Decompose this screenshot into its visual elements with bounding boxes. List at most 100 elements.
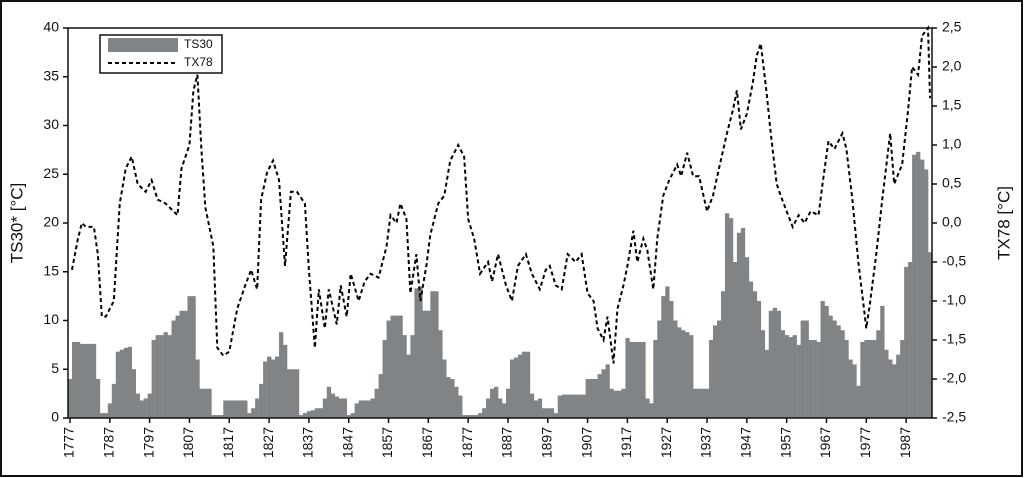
x-tick-label: 1967 [817, 427, 833, 458]
bar [728, 218, 734, 418]
bar [904, 266, 909, 418]
bar [155, 335, 160, 418]
bar [561, 394, 566, 418]
bar [852, 364, 857, 418]
bar [334, 396, 340, 418]
bar [91, 343, 97, 418]
y-tick-label: 0 [51, 409, 59, 425]
bar [83, 343, 89, 418]
bar [513, 357, 519, 418]
bar [418, 286, 423, 418]
bar [95, 379, 101, 418]
y-tick-label: 10 [43, 311, 59, 327]
bar [545, 408, 551, 418]
bar [314, 408, 320, 418]
bar [804, 320, 809, 418]
x-tick-label: 1917 [618, 427, 634, 458]
bar [235, 400, 240, 418]
bar [338, 398, 344, 418]
bar [482, 408, 487, 418]
y-tick-label: 15 [43, 262, 59, 278]
bar [490, 388, 495, 418]
bar [581, 394, 586, 418]
x-tick-label: 1797 [140, 427, 156, 458]
y2-tick-label: 1,0 [942, 136, 962, 152]
bar [653, 340, 658, 418]
x-tick-label: 1847 [339, 427, 355, 458]
bar [147, 393, 152, 418]
bar [478, 413, 483, 418]
bar [275, 356, 280, 418]
bar [928, 252, 933, 418]
bar [131, 369, 136, 418]
bar [613, 390, 618, 418]
y2-tick-label: -2,0 [942, 370, 966, 386]
bar [736, 232, 742, 418]
bar [199, 388, 204, 418]
bar [900, 340, 905, 418]
bar [271, 359, 276, 418]
y-tick-label: 30 [43, 116, 59, 132]
bar [179, 310, 184, 418]
bar [724, 213, 730, 418]
bar [219, 415, 224, 418]
y2-tick-label: 2,5 [942, 19, 962, 35]
y2-tick-label: -1,0 [942, 292, 966, 308]
bar [354, 403, 359, 418]
bar [75, 341, 81, 418]
bar [609, 388, 614, 418]
bar [286, 369, 292, 418]
bar [139, 400, 144, 418]
bar [434, 291, 439, 418]
bar [386, 320, 391, 418]
bar [665, 286, 670, 418]
bar [553, 413, 559, 418]
bar [693, 388, 698, 418]
bar [346, 415, 351, 418]
bar [426, 310, 431, 418]
bar [701, 388, 706, 418]
bar [486, 398, 491, 418]
bar [446, 377, 451, 418]
bar [705, 388, 710, 418]
bar [111, 383, 117, 418]
bar [657, 320, 662, 418]
bar [458, 395, 463, 418]
bar [119, 349, 125, 418]
bar [629, 341, 634, 418]
bar [279, 332, 284, 418]
bar [167, 335, 172, 418]
bar [394, 315, 399, 418]
bar [298, 415, 304, 418]
bar [151, 340, 156, 418]
legend-label: TS30 [184, 37, 213, 51]
bar [768, 310, 774, 418]
bar [68, 379, 73, 418]
y2-axis-label: TX78 [°C] [994, 186, 1013, 260]
bar [756, 301, 762, 418]
bar [211, 415, 216, 418]
bar [856, 385, 861, 418]
bar [784, 335, 789, 418]
bar [916, 151, 921, 418]
bar [840, 330, 845, 418]
bar [135, 393, 140, 418]
x-tick-label: 1787 [101, 427, 117, 458]
bar [410, 335, 415, 418]
bar [79, 343, 85, 418]
bar [283, 344, 288, 418]
bar [685, 332, 690, 418]
bar [589, 379, 594, 418]
bar [776, 310, 782, 418]
bar [378, 374, 383, 418]
bar [175, 315, 180, 418]
bar [302, 413, 308, 418]
bar [501, 403, 507, 418]
bar [697, 388, 702, 418]
bar [549, 408, 555, 418]
bar [617, 390, 622, 418]
bar [430, 291, 435, 418]
bar [824, 305, 829, 418]
bar [505, 388, 511, 418]
